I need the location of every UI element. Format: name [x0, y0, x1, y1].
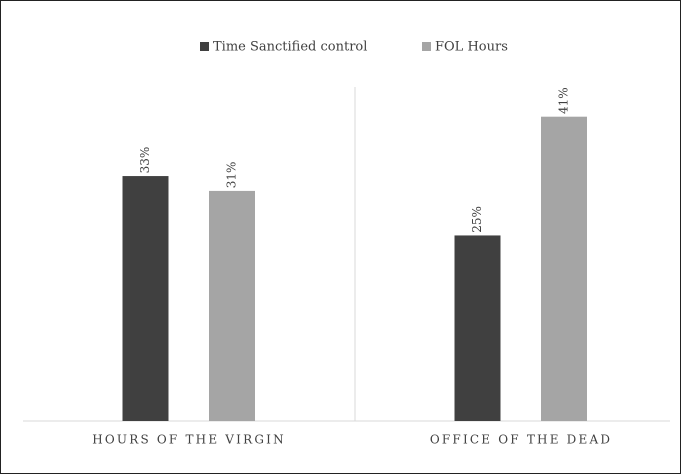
value-label: 33%: [138, 147, 152, 174]
bar: [454, 235, 501, 421]
value-label: 25%: [470, 206, 484, 233]
legend-swatch: [422, 42, 431, 51]
bar: [209, 190, 255, 421]
legend-label: Time Sanctified control: [213, 40, 367, 55]
x-tick-label: OFFICE OF THE DEAD: [430, 433, 612, 447]
value-label: 41%: [557, 87, 571, 114]
legend-label: FOL Hours: [435, 40, 508, 55]
bar: [122, 176, 169, 421]
value-label: 31%: [225, 162, 239, 189]
x-tick-label: HOURS OF THE VIRGIN: [92, 433, 286, 447]
bar: [541, 116, 587, 421]
legend-swatch: [200, 42, 209, 51]
